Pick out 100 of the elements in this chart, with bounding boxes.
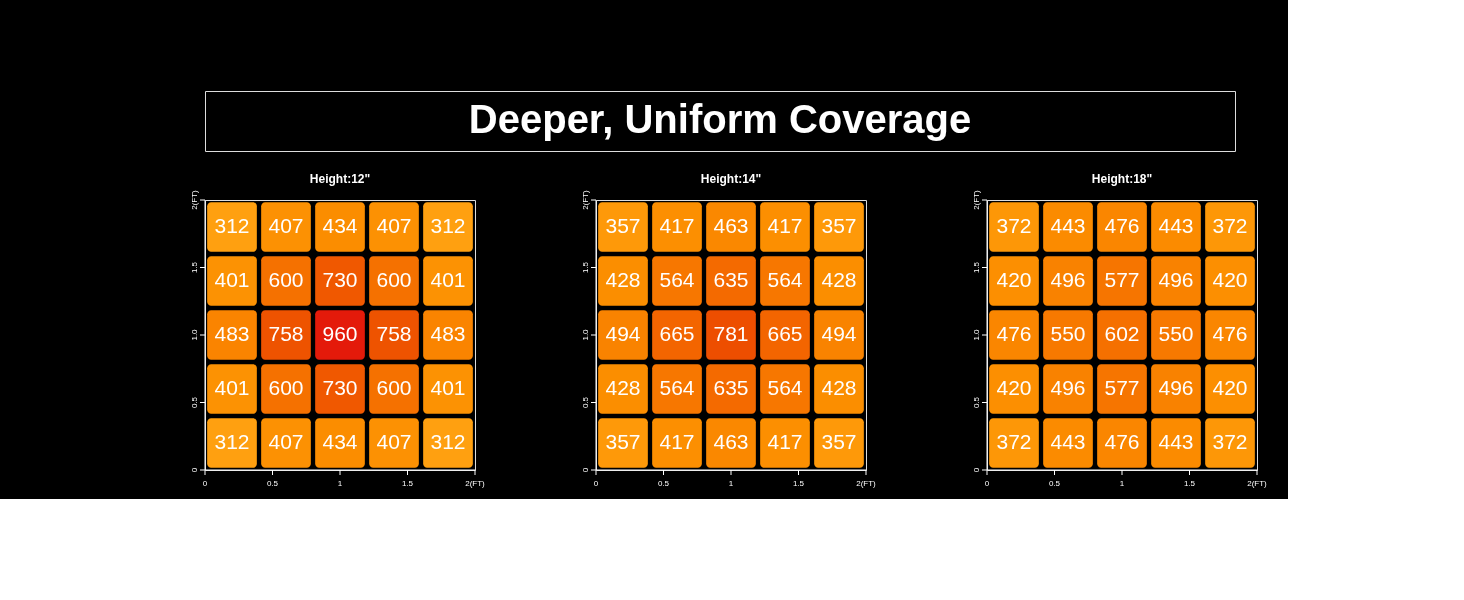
data-label: 443 xyxy=(1158,214,1194,237)
data-label: 312 xyxy=(214,430,250,453)
data-label: 494 xyxy=(821,322,857,345)
data-label: 564 xyxy=(767,268,803,291)
data-label: 443 xyxy=(1050,214,1086,237)
data-label: 496 xyxy=(1158,376,1194,399)
text: 2(FT) xyxy=(465,479,486,488)
data-label: 600 xyxy=(376,376,412,399)
data-label: 428 xyxy=(821,376,857,399)
data-label: 312 xyxy=(430,214,466,237)
text: 1 xyxy=(1119,479,1125,488)
data-label: 550 xyxy=(1158,322,1194,345)
data-label: 564 xyxy=(659,376,695,399)
data-label: 420 xyxy=(1212,268,1248,291)
data-label: 577 xyxy=(1104,376,1140,399)
data-label: 417 xyxy=(659,430,695,453)
data-label: 443 xyxy=(1158,430,1194,453)
text: 0.5 xyxy=(190,396,199,409)
data-label: 758 xyxy=(376,322,412,345)
text: 0.5 xyxy=(581,396,590,409)
text: 1.5 xyxy=(190,261,199,274)
data-label: 357 xyxy=(605,214,641,237)
data-label: 550 xyxy=(1050,322,1086,345)
data-label: 463 xyxy=(713,430,749,453)
data-label: 496 xyxy=(1050,376,1086,399)
text: 0.5 xyxy=(657,479,670,488)
data-label: 494 xyxy=(605,322,641,345)
text: 0.5 xyxy=(1048,479,1061,488)
data-label: 635 xyxy=(713,376,749,399)
data-label: 483 xyxy=(214,322,250,345)
data-label: 476 xyxy=(996,322,1032,345)
data-label: 665 xyxy=(659,322,695,345)
text: 0 xyxy=(581,467,590,473)
data-label: 417 xyxy=(659,214,695,237)
data-label: 407 xyxy=(376,430,412,453)
data-label: 428 xyxy=(605,268,641,291)
text: 1.5 xyxy=(581,261,590,274)
text: 0 xyxy=(190,467,199,473)
data-label: 420 xyxy=(996,268,1032,291)
data-label: 417 xyxy=(767,214,803,237)
data-label: 483 xyxy=(430,322,466,345)
text: Deeper, Uniform Coverage xyxy=(468,97,972,141)
data-label: 781 xyxy=(713,322,749,345)
text: 1.0 xyxy=(190,328,199,341)
data-label: 600 xyxy=(268,376,304,399)
data-label: 564 xyxy=(659,268,695,291)
text: 0 xyxy=(972,467,981,473)
data-label: 665 xyxy=(767,322,803,345)
data-label: 420 xyxy=(1212,376,1248,399)
data-label: 372 xyxy=(1212,214,1248,237)
data-label: 577 xyxy=(1104,268,1140,291)
data-label: 428 xyxy=(821,268,857,291)
data-label: 600 xyxy=(376,268,412,291)
chart-title: Height:14" xyxy=(700,172,762,187)
data-label: 496 xyxy=(1158,268,1194,291)
data-label: 428 xyxy=(605,376,641,399)
chart-title: Height:12" xyxy=(309,172,371,187)
data-label: 372 xyxy=(996,430,1032,453)
text: 0 xyxy=(984,479,990,488)
text: 2(FT) xyxy=(1247,479,1268,488)
chart-title: Height:18" xyxy=(1091,172,1153,187)
data-label: 602 xyxy=(1104,322,1140,345)
data-label: 564 xyxy=(767,376,803,399)
data-label: 401 xyxy=(430,268,466,291)
data-label: 407 xyxy=(268,430,304,453)
data-label: 476 xyxy=(1212,322,1248,345)
data-label: 372 xyxy=(996,214,1032,237)
text: 1.5 xyxy=(401,479,414,488)
data-label: 960 xyxy=(322,322,358,345)
data-label: 357 xyxy=(821,214,857,237)
data-label: 407 xyxy=(376,214,412,237)
text: 2(FT) xyxy=(581,189,590,210)
data-label: 401 xyxy=(214,268,250,291)
data-label: 496 xyxy=(1050,268,1086,291)
data-label: 357 xyxy=(821,430,857,453)
data-label: 417 xyxy=(767,430,803,453)
data-label: 730 xyxy=(322,376,358,399)
data-label: 758 xyxy=(268,322,304,345)
text: 1 xyxy=(728,479,734,488)
text: 0.5 xyxy=(266,479,279,488)
data-label: 357 xyxy=(605,430,641,453)
text: 1.5 xyxy=(1183,479,1196,488)
text: 1.0 xyxy=(972,328,981,341)
text: 0 xyxy=(593,479,599,488)
text: 0.5 xyxy=(972,396,981,409)
data-label: 434 xyxy=(322,214,358,237)
data-label: 401 xyxy=(430,376,466,399)
data-label: 372 xyxy=(1212,430,1248,453)
data-label: 730 xyxy=(322,268,358,291)
text: 2(FT) xyxy=(856,479,877,488)
data-label: 312 xyxy=(430,430,466,453)
data-label: 420 xyxy=(996,376,1032,399)
data-label: 401 xyxy=(214,376,250,399)
data-label: 434 xyxy=(322,430,358,453)
data-label: 600 xyxy=(268,268,304,291)
text: 0 xyxy=(202,479,208,488)
data-label: 463 xyxy=(713,214,749,237)
text: 2(FT) xyxy=(190,189,199,210)
text: 1.5 xyxy=(972,261,981,274)
data-label: 312 xyxy=(214,214,250,237)
